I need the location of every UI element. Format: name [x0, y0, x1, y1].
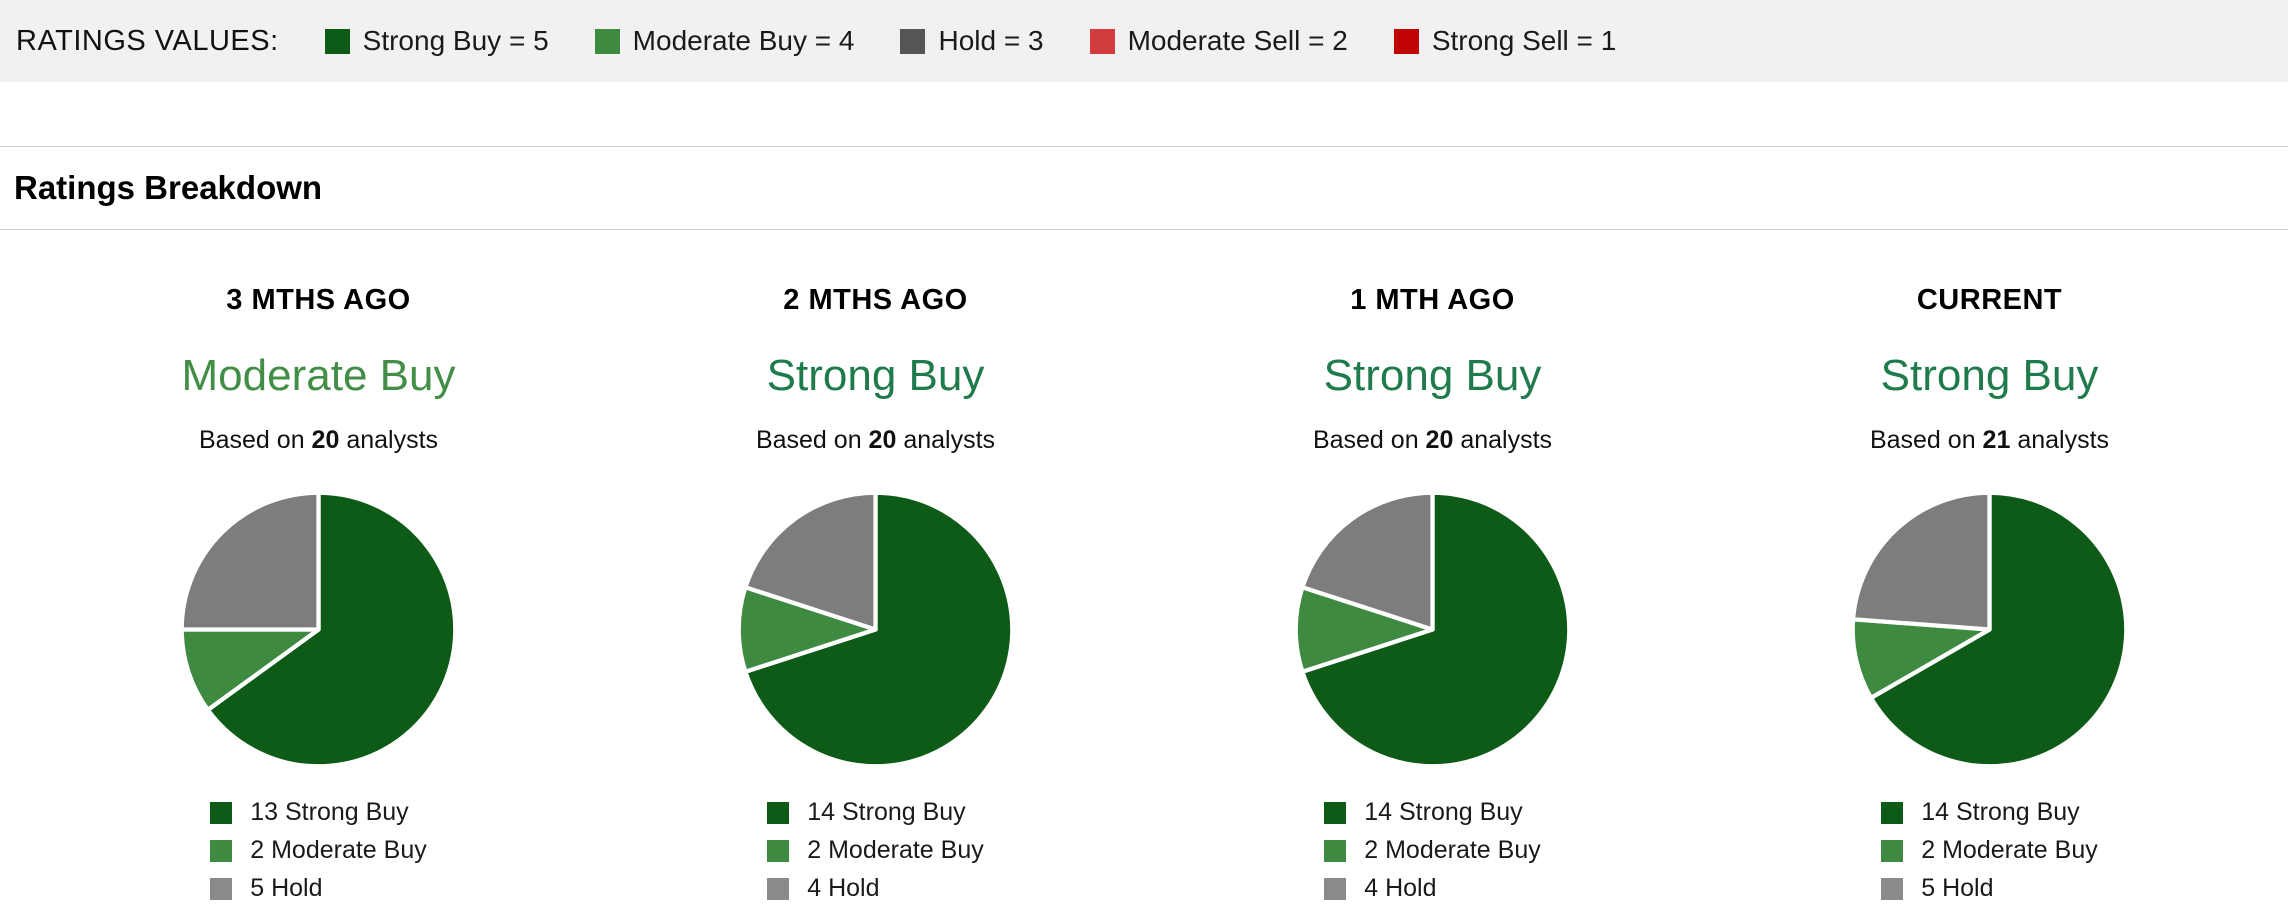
legend-item-hold: 4 Hold — [767, 874, 984, 903]
hold-swatch-icon — [1881, 877, 1904, 900]
strong-buy-swatch-icon — [767, 801, 790, 824]
spacer — [0, 82, 2288, 146]
strong-buy-swatch-icon — [210, 801, 233, 824]
legend-item-strong-buy: 13 Strong Buy — [210, 798, 427, 827]
rating-column-3-mths-ago: 3 MTHS AGO Moderate Buy Based on 20 anal… — [40, 284, 597, 903]
pie-slice-strong-buy — [1868, 490, 2129, 769]
moderate-buy-swatch-icon — [1881, 839, 1904, 862]
legend-item-strong-buy: 14 Strong Buy — [1324, 798, 1541, 827]
pie-slice-hold — [179, 490, 321, 632]
consensus-rating: Strong Buy — [766, 351, 985, 400]
legend-item-moderate-buy: 2 Moderate Buy — [1324, 836, 1541, 865]
ratings-value-item-hold: Hold = 3 — [900, 25, 1044, 57]
pie-slice-strong-buy — [1300, 490, 1572, 769]
consensus-rating: Strong Buy — [1323, 351, 1542, 400]
moderate-buy-swatch-icon — [1324, 839, 1347, 862]
legend-item-hold: 4 Hold — [1324, 874, 1541, 903]
analyst-count: 21 — [1982, 426, 2011, 454]
legend-item-hold: 5 Hold — [1881, 874, 2098, 903]
section-header: Ratings Breakdown — [0, 146, 2288, 230]
ratings-breakdown-charts: 3 MTHS AGO Moderate Buy Based on 20 anal… — [0, 230, 2288, 903]
pie-chart — [1290, 487, 1575, 772]
legend-item-label: 2 Moderate Buy — [1364, 836, 1541, 864]
legend-item-label: 14 Strong Buy — [1921, 798, 2080, 826]
pie-legend: 14 Strong Buy 2 Moderate Buy 4 Hold — [767, 798, 984, 903]
consensus-rating: Strong Buy — [1880, 351, 2099, 400]
moderate-buy-swatch-icon — [594, 28, 620, 54]
ratings-values-bar: RATINGS VALUES: Strong Buy = 5 Moderate … — [0, 0, 2288, 82]
page-title: Ratings Breakdown — [14, 169, 323, 206]
legend-item-label: 5 Hold — [250, 874, 323, 902]
pie-chart — [733, 487, 1018, 772]
based-on-analysts: Based on 20 analysts — [1312, 426, 1553, 454]
legend-item-label: 4 Hold — [1364, 874, 1437, 902]
legend-item-moderate-buy: 2 Moderate Buy — [210, 836, 427, 865]
pie-slice-strong-buy — [205, 490, 458, 769]
ratings-value-item-label: Hold = 3 — [938, 25, 1044, 56]
legend-item-label: 5 Hold — [1921, 874, 1994, 902]
moderate-sell-swatch-icon — [1089, 28, 1115, 54]
legend-item-label: 14 Strong Buy — [1364, 798, 1523, 826]
legend-item-strong-buy: 14 Strong Buy — [1881, 798, 2098, 827]
hold-swatch-icon — [900, 28, 926, 54]
rating-column-1-mth-ago: 1 MTH AGO Strong Buy Based on 20 analyst… — [1154, 284, 1711, 903]
strong-sell-swatch-icon — [1393, 28, 1419, 54]
pie-slice-hold — [1300, 490, 1435, 632]
strong-buy-swatch-icon — [324, 28, 350, 54]
moderate-buy-swatch-icon — [767, 839, 790, 862]
pie-legend: 14 Strong Buy 2 Moderate Buy 5 Hold — [1881, 798, 2098, 903]
ratings-value-item-label: Moderate Buy = 4 — [632, 25, 855, 56]
legend-item-hold: 5 Hold — [210, 874, 427, 903]
ratings-value-item-strong-sell: Strong Sell = 1 — [1393, 25, 1617, 57]
consensus-rating: Moderate Buy — [181, 351, 456, 400]
ratings-value-item-moderate-sell: Moderate Sell = 2 — [1089, 25, 1348, 57]
ratings-value-item-label: Moderate Sell = 2 — [1127, 25, 1348, 56]
pie-slice-hold — [743, 490, 878, 632]
ratings-value-item-label: Strong Sell = 1 — [1431, 25, 1617, 56]
legend-item-label: 13 Strong Buy — [250, 798, 409, 826]
legend-item-moderate-buy: 2 Moderate Buy — [1881, 836, 2098, 865]
pie-slice-hold — [1850, 490, 1992, 632]
analyst-count: 20 — [1425, 426, 1454, 454]
period-label: 2 MTHS AGO — [783, 284, 968, 316]
legend-item-label: 2 Moderate Buy — [250, 836, 427, 864]
ratings-values-items: Strong Buy = 5 Moderate Buy = 4 Hold = 3… — [324, 25, 1663, 57]
pie-legend: 14 Strong Buy 2 Moderate Buy 4 Hold — [1324, 798, 1541, 903]
strong-buy-swatch-icon — [1324, 801, 1347, 824]
legend-item-label: 2 Moderate Buy — [807, 836, 984, 864]
moderate-buy-swatch-icon — [210, 839, 233, 862]
analyst-count: 20 — [311, 426, 340, 454]
hold-swatch-icon — [767, 877, 790, 900]
ratings-value-item-strong-buy: Strong Buy = 5 — [324, 25, 549, 57]
period-label: 3 MTHS AGO — [226, 284, 411, 316]
rating-column-current: CURRENT Strong Buy Based on 21 analysts … — [1711, 284, 2268, 903]
pie-slice-strong-buy — [743, 490, 1015, 769]
hold-swatch-icon — [210, 877, 233, 900]
strong-buy-swatch-icon — [1881, 801, 1904, 824]
legend-item-label: 4 Hold — [807, 874, 880, 902]
period-label: CURRENT — [1916, 284, 2063, 316]
based-on-analysts: Based on 20 analysts — [198, 426, 439, 454]
pie-chart — [176, 487, 461, 772]
ratings-values-label: RATINGS VALUES: — [16, 24, 279, 57]
ratings-value-item-moderate-buy: Moderate Buy = 4 — [594, 25, 855, 57]
legend-item-strong-buy: 14 Strong Buy — [767, 798, 984, 827]
period-label: 1 MTH AGO — [1350, 284, 1515, 316]
hold-swatch-icon — [1324, 877, 1347, 900]
rating-column-2-mths-ago: 2 MTHS AGO Strong Buy Based on 20 analys… — [597, 284, 1154, 903]
legend-item-label: 14 Strong Buy — [807, 798, 966, 826]
based-on-analysts: Based on 20 analysts — [755, 426, 996, 454]
analyst-count: 20 — [868, 426, 897, 454]
legend-item-label: 2 Moderate Buy — [1921, 836, 2098, 864]
pie-chart — [1847, 487, 2132, 772]
pie-legend: 13 Strong Buy 2 Moderate Buy 5 Hold — [210, 798, 427, 903]
ratings-value-item-label: Strong Buy = 5 — [362, 25, 549, 56]
legend-item-moderate-buy: 2 Moderate Buy — [767, 836, 984, 865]
based-on-analysts: Based on 21 analysts — [1869, 426, 2110, 454]
